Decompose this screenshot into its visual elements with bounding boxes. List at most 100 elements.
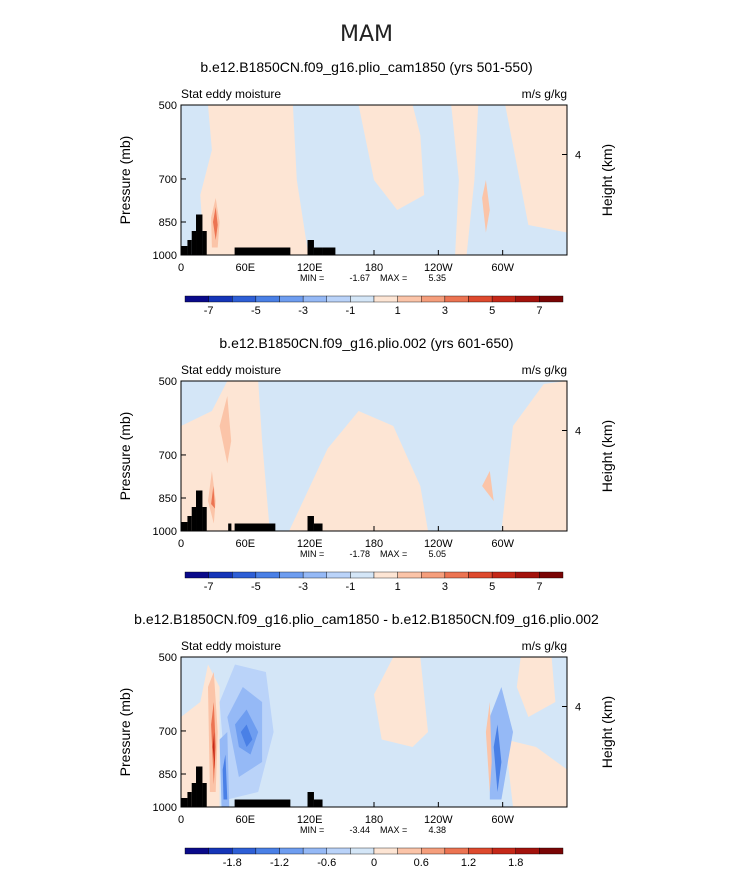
panel-2-land-1	[187, 516, 192, 531]
panel-2-colorbar-box-8	[373, 571, 398, 579]
panel-2-colorbar-box-6	[326, 571, 351, 579]
panel-3-contour-4	[505, 739, 567, 807]
panel-1-colorbar-box-4	[279, 295, 304, 303]
panel-1-xtick-label-5: 60W	[491, 262, 514, 274]
panel-3-ylabel: Pressure (mb)	[117, 688, 133, 777]
panel-1-colorbar-label-7: 7	[536, 305, 542, 317]
panel-1-colorbar-box-5	[302, 295, 327, 303]
panel-1-ytick-label-2: 850	[159, 217, 177, 229]
panel-1-land-4	[202, 231, 207, 255]
panel-1-xtick-label-4: 120W	[424, 262, 453, 274]
panel-2-colorbar-box-0	[184, 571, 209, 579]
panel-1-colorbar-label-4: 1	[395, 305, 401, 317]
panel-3-colorbar-label-1: -1.2	[270, 857, 289, 869]
panel-2-xtick-label-2: 120E	[297, 538, 323, 550]
panel-2-ytick-label-2: 850	[159, 493, 177, 505]
panel-2-colorbar-box-4	[279, 571, 304, 579]
panel-2-y2tick-label: 4	[575, 426, 581, 438]
panel-1-contour-4	[505, 105, 567, 233]
panel-2-land-5	[228, 523, 232, 531]
panel-1-max-label: MAX =	[380, 273, 407, 283]
panel-3-left-label: Stat eddy moisture	[181, 639, 281, 653]
panel-3-colorbar-box-8	[373, 847, 398, 855]
panel-3-ytick-label-1: 700	[159, 726, 177, 738]
panel-2-contour-3	[501, 381, 567, 531]
panel-2-contour-5	[208, 471, 216, 524]
panel-1-colorbar-label-3: -1	[345, 305, 355, 317]
panel-2-ylabel: Pressure (mb)	[117, 412, 133, 501]
panel-2-colorbar-box-11	[444, 571, 469, 579]
panel-3-max-label: MAX =	[380, 825, 407, 835]
panel-1-land-6	[307, 240, 314, 255]
panel-2-contour-2	[289, 411, 428, 531]
panel-2-contour-4	[219, 396, 232, 464]
panel-3-contour-16	[485, 702, 492, 792]
panel-3-colorbar-label-5: 1.2	[461, 857, 476, 869]
panel-3-ytick-label-2: 850	[159, 769, 177, 781]
panel-1-colorbar-label-1: -5	[251, 305, 261, 317]
panel-2-colorbar-label-6: 5	[489, 581, 495, 593]
panel-2-colorbar-box-5	[302, 571, 327, 579]
panel-1-land-2	[191, 231, 197, 255]
panel-2-colorbar-label-7: 7	[536, 581, 542, 593]
panel-3-colorbar-box-11	[444, 847, 469, 855]
panel-2-xtick-label-4: 120W	[424, 538, 453, 550]
panel-1-contour-6	[213, 207, 218, 240]
panel-1-colorbar-box-7	[350, 295, 375, 303]
panel-3-units-label: m/s g/kg	[522, 639, 567, 653]
panel-2-field	[181, 381, 567, 531]
panel-2-max-value: 5.05	[428, 549, 446, 559]
panel-3-land-6	[307, 792, 314, 807]
panel-2-land-8	[313, 523, 323, 531]
panel-2-contour-1	[181, 381, 270, 531]
panel-2-colorbar-box-2	[232, 571, 257, 579]
panel-3-max-value: 4.38	[428, 825, 446, 835]
panel-1-max-value: 5.35	[428, 273, 446, 283]
panel-1-colorbar-box-1	[208, 295, 233, 303]
panel-3-colorbar-box-6	[326, 847, 351, 855]
panel-3-y2tick-label: 4	[575, 702, 581, 714]
panel-3-land-2	[191, 783, 197, 807]
panel-1-xtick-label-3: 180	[365, 262, 383, 274]
panel-3-colorbar-box-14	[515, 847, 540, 855]
panel-3-colorbar-box-12	[468, 847, 493, 855]
panel-1-colorbar-box-11	[444, 295, 469, 303]
panel-1-min-label: MIN =	[300, 273, 324, 283]
panel-1-field	[181, 105, 567, 255]
panel-3-title: b.e12.B1850CN.f09_g16.plio_cam1850 - b.e…	[134, 611, 599, 627]
panel-3-colorbar-box-13	[491, 847, 516, 855]
panel-2-colorbar-label-1: -5	[251, 581, 261, 593]
panel-3-ytick-label-3: 1000	[153, 802, 177, 814]
panel-2-land-6	[234, 523, 276, 531]
panel-3-colorbar-box-15	[539, 847, 564, 855]
panel-2-y2label: Height (km)	[599, 420, 615, 492]
panel-1-y2tick-label: 4	[575, 150, 581, 162]
panel-3-colorbar-box-0	[184, 847, 209, 855]
panel-1-left-label: Stat eddy moisture	[181, 87, 281, 101]
panel-2-contour-7	[482, 471, 494, 501]
panel-2-colorbar-box-9	[397, 571, 422, 579]
panel-3-xtick-label-2: 120E	[297, 814, 323, 826]
panel-1-colorbar-box-8	[373, 295, 398, 303]
panel-2-colorbar-label-2: -3	[298, 581, 308, 593]
panel-2-contour-6	[211, 486, 215, 509]
panel-3-colorbar-label-6: 1.8	[508, 857, 523, 869]
panel-3-contour-14	[489, 687, 513, 800]
panel-3-min-value: -3.44	[349, 825, 370, 835]
panel-3-land-3	[196, 766, 203, 807]
panel-1-units-label: m/s g/kg	[522, 87, 567, 101]
panel-2-left-label: Stat eddy moisture	[181, 363, 281, 377]
panel-3-land-4	[202, 783, 207, 807]
panel-1-ytick-label-1: 700	[159, 174, 177, 186]
panel-1-min-value: -1.67	[349, 273, 370, 283]
panel-1-colorbar-box-6	[326, 295, 351, 303]
panel-1-colorbar-box-2	[232, 295, 257, 303]
panel-3-contour-10	[222, 754, 228, 800]
panel-3-colorbar-label-4: 0.6	[414, 857, 429, 869]
panel-3-colorbar-box-5	[302, 847, 327, 855]
panel-2-colorbar-box-10	[421, 571, 446, 579]
panel-2-colorbar-label-5: 3	[442, 581, 448, 593]
panel-2-land-3	[196, 490, 203, 531]
panel-1-ytick-label-0: 500	[159, 100, 177, 112]
